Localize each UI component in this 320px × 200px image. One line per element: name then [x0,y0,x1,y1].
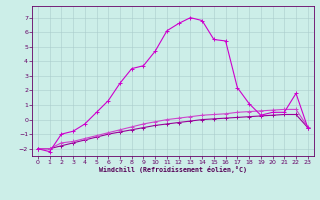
X-axis label: Windchill (Refroidissement éolien,°C): Windchill (Refroidissement éolien,°C) [99,166,247,173]
